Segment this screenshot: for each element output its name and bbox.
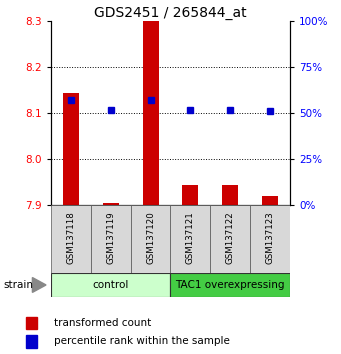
Bar — [63, 93, 79, 205]
Text: GSM137118: GSM137118 — [66, 211, 76, 264]
Text: GSM137122: GSM137122 — [226, 211, 235, 264]
Text: GSM137121: GSM137121 — [186, 211, 195, 264]
Bar — [51, 273, 170, 297]
Text: GSM137119: GSM137119 — [106, 211, 115, 264]
Bar — [210, 205, 250, 273]
Bar — [26, 317, 37, 329]
Bar — [91, 205, 131, 273]
Bar — [131, 205, 170, 273]
Title: GDS2451 / 265844_at: GDS2451 / 265844_at — [94, 6, 247, 20]
Bar — [170, 205, 210, 273]
Bar — [170, 273, 290, 297]
Bar — [51, 205, 91, 273]
Bar — [26, 335, 37, 348]
Bar — [143, 21, 159, 205]
Text: control: control — [93, 280, 129, 290]
Bar — [182, 185, 198, 205]
Bar — [222, 185, 238, 205]
Text: strain: strain — [3, 280, 33, 290]
Text: TAC1 overexpressing: TAC1 overexpressing — [175, 280, 285, 290]
Text: GSM137120: GSM137120 — [146, 211, 155, 264]
Text: transformed count: transformed count — [54, 318, 151, 328]
Text: percentile rank within the sample: percentile rank within the sample — [54, 336, 230, 346]
Bar — [103, 203, 119, 205]
Text: GSM137123: GSM137123 — [265, 211, 275, 264]
Polygon shape — [32, 278, 46, 292]
Bar — [250, 205, 290, 273]
Bar — [262, 196, 278, 205]
